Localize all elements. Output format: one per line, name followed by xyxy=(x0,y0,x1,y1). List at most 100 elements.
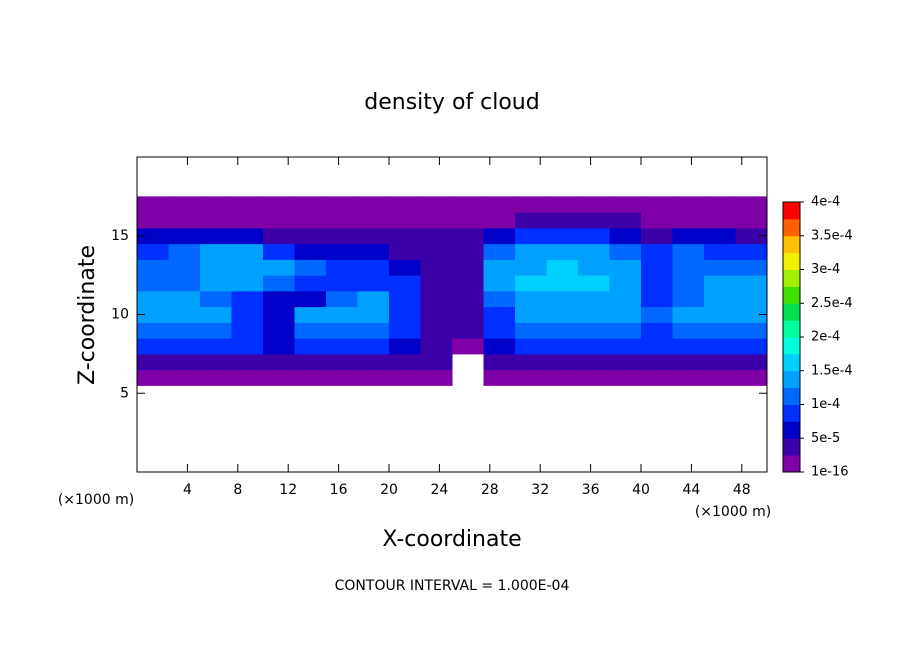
field-cell xyxy=(735,338,768,355)
x-tick-label: 40 xyxy=(632,482,650,498)
field-cell xyxy=(168,275,201,292)
field-cell xyxy=(641,290,673,308)
field-cell xyxy=(420,353,453,371)
field-cell xyxy=(641,259,673,276)
field-cell xyxy=(641,227,673,245)
field-cell xyxy=(578,338,610,355)
field-cell xyxy=(168,369,201,386)
field-cell xyxy=(231,196,264,213)
field-cell xyxy=(420,212,453,229)
field-cell xyxy=(609,290,642,308)
field-cell xyxy=(578,275,610,292)
colorbar-tick-label: 1.5e-4 xyxy=(811,363,853,378)
field-cell xyxy=(294,212,327,229)
field-cell xyxy=(200,259,232,276)
field-cell xyxy=(389,369,421,386)
field-cell xyxy=(704,243,736,260)
field-cell xyxy=(672,243,705,260)
field-cell xyxy=(546,322,579,339)
field-cell xyxy=(420,227,453,245)
field-cell xyxy=(735,196,768,213)
field-cell xyxy=(420,369,453,386)
field-cell xyxy=(263,212,295,229)
field-cell xyxy=(263,369,295,386)
field-cell xyxy=(483,369,516,386)
field-cell xyxy=(231,306,264,323)
field-cell xyxy=(357,322,390,339)
field-cell xyxy=(483,243,516,260)
chart-title: density of cloud xyxy=(364,90,539,115)
field-cell xyxy=(420,259,453,276)
field-cell xyxy=(326,290,358,308)
field-cell xyxy=(483,275,516,292)
field-cell xyxy=(420,306,453,323)
field-cell xyxy=(735,243,768,260)
field-cell xyxy=(389,338,421,355)
field-cell xyxy=(704,227,736,245)
x-unit-label: (×1000 m) xyxy=(695,504,771,520)
colorbar-tick-label: 2e-4 xyxy=(811,330,840,345)
field-cell xyxy=(483,338,516,355)
field-cell xyxy=(263,306,295,323)
field-cell xyxy=(609,212,642,229)
field-cell xyxy=(704,212,736,229)
field-cell xyxy=(546,275,579,292)
field-cell xyxy=(672,275,705,292)
field-cell xyxy=(672,306,705,323)
field-cell xyxy=(168,338,201,355)
field-cell xyxy=(609,353,642,371)
field-cell xyxy=(137,259,169,276)
field-cell xyxy=(357,353,390,371)
field-cell xyxy=(420,322,453,339)
field-cell xyxy=(735,353,768,371)
field-cell xyxy=(609,369,642,386)
field-cell xyxy=(137,275,169,292)
field-cell xyxy=(704,196,736,213)
field-cell xyxy=(294,290,327,308)
field-cell xyxy=(137,196,169,213)
field-cell xyxy=(546,306,579,323)
field-cell xyxy=(578,369,610,386)
colorbar-band xyxy=(783,218,800,237)
field-cell xyxy=(546,259,579,276)
field-cell xyxy=(483,322,516,339)
field-cell xyxy=(326,353,358,371)
field-cell xyxy=(515,275,547,292)
field-cell xyxy=(389,290,421,308)
field-cell xyxy=(263,338,295,355)
field-cell xyxy=(294,338,327,355)
field-cell xyxy=(231,227,264,245)
field-cell xyxy=(137,306,169,323)
field-cell xyxy=(231,353,264,371)
field-cell xyxy=(609,306,642,323)
field-cell xyxy=(200,275,232,292)
field-cell xyxy=(515,369,547,386)
field-cell xyxy=(483,353,516,371)
field-cell xyxy=(389,212,421,229)
field-cell xyxy=(641,212,673,229)
field-cell xyxy=(200,290,232,308)
field-cell xyxy=(137,353,169,371)
colorbar-band xyxy=(783,404,800,422)
field-cell xyxy=(389,322,421,339)
field-cell xyxy=(704,322,736,339)
x-tick-label: 36 xyxy=(582,482,600,498)
field-cell xyxy=(326,196,358,213)
field-cell xyxy=(672,259,705,276)
colorbar-band xyxy=(783,286,800,304)
field-cell xyxy=(263,196,295,213)
field-cell xyxy=(263,290,295,308)
plot-area xyxy=(137,196,768,386)
field-cell xyxy=(263,227,295,245)
field-cell xyxy=(515,259,547,276)
x-tick-label: 8 xyxy=(233,482,242,498)
field-cell xyxy=(294,196,327,213)
x-tick-label: 20 xyxy=(380,482,398,498)
field-cell xyxy=(609,259,642,276)
field-cell xyxy=(200,322,232,339)
field-cell xyxy=(294,353,327,371)
field-cell xyxy=(168,227,201,245)
field-cell xyxy=(704,275,736,292)
field-cell xyxy=(735,369,768,386)
field-cell xyxy=(168,306,201,323)
